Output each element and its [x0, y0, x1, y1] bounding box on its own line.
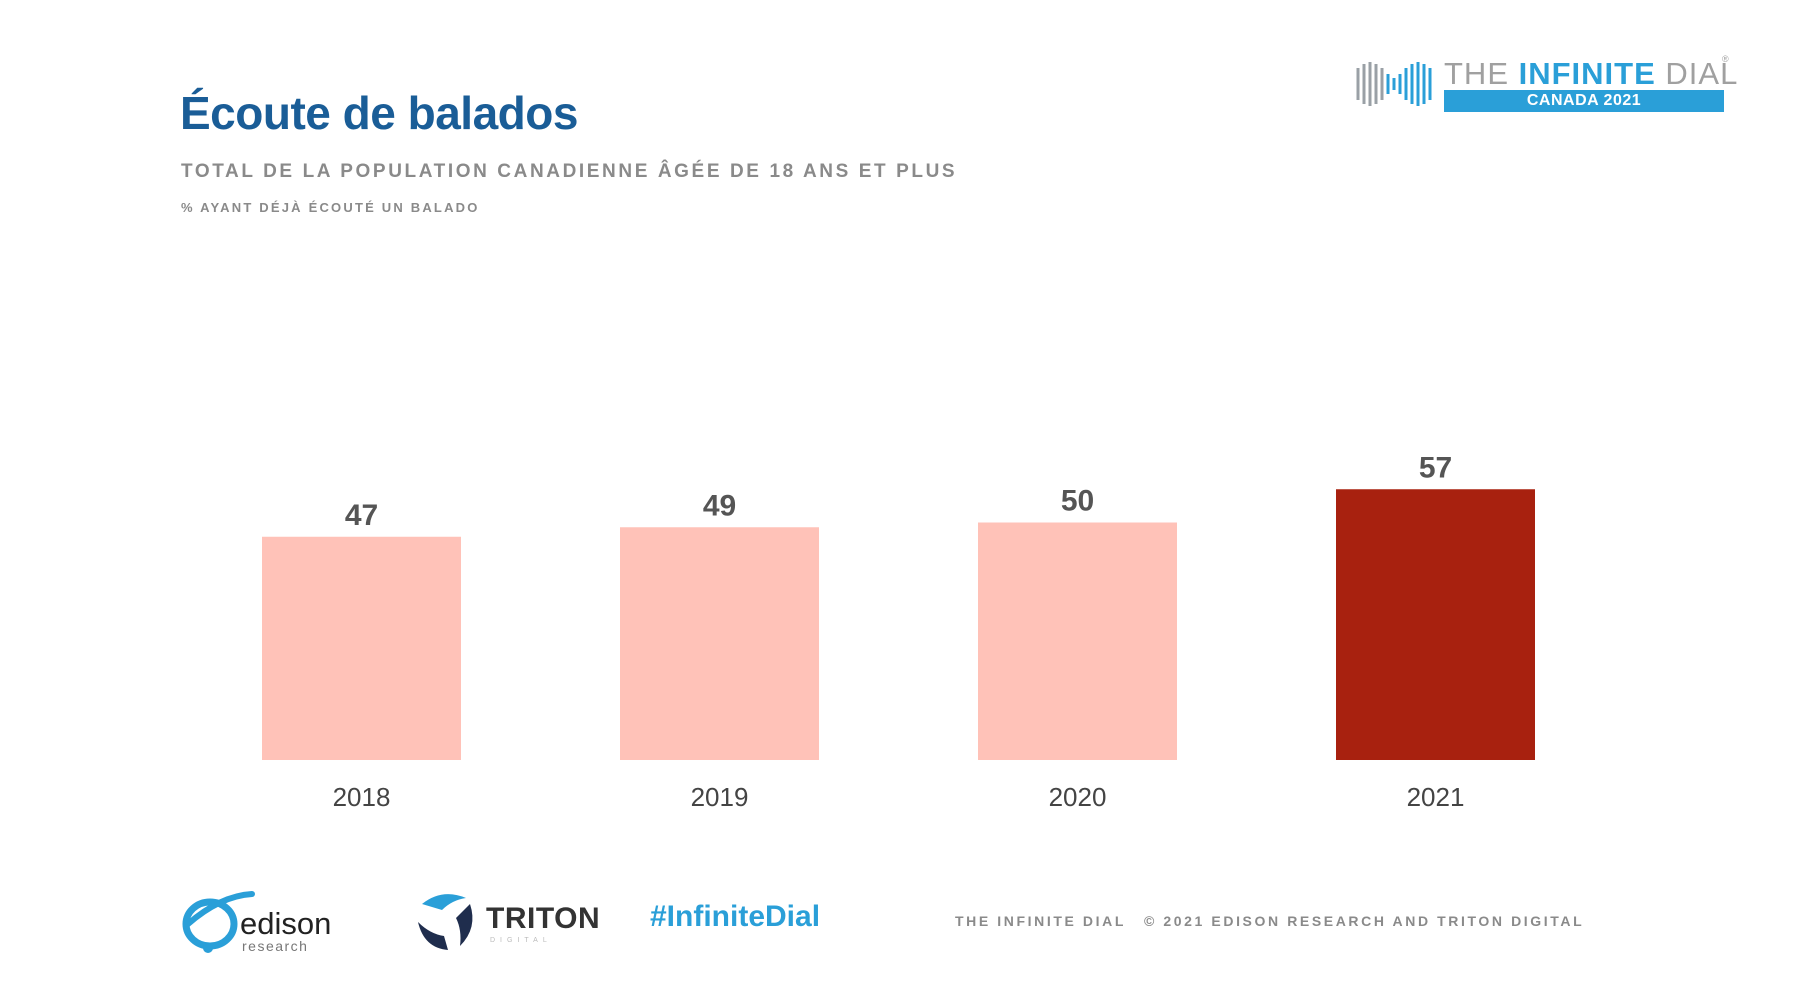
footer-credits: THE INFINITE DIAL © 2021 EDISON RESEARCH … [955, 913, 1584, 929]
bar-chart: 47 2018 49 2019 50 2020 57 2021 [262, 451, 1535, 812]
triton-emblem-icon [418, 894, 473, 950]
triton-wordmark: TRITON [486, 902, 601, 935]
bar-2021 [1336, 489, 1535, 760]
infinity-icon [1356, 62, 1432, 106]
bar-2018 [262, 536, 461, 760]
bar-2020 [978, 522, 1177, 760]
x-tick-label-2018: 2018 [333, 782, 391, 812]
triton-digital-logo: TRITON DIGITAL [412, 886, 600, 956]
page-title: Écoute de balados [180, 87, 578, 139]
data-label-2021: 57 [1419, 451, 1452, 484]
footer-brand: THE INFINITE DIAL [955, 913, 1126, 929]
edition-band: CANADA 2021 [1444, 90, 1724, 112]
infinite-dial-wordmark: THE INFINITE DIAL [1444, 56, 1739, 91]
data-label-2020: 50 [1061, 485, 1094, 518]
chart-subtitle: TOTAL DE LA POPULATION CANADIENNE ÂGÉE D… [181, 161, 958, 182]
edison-research-logo: edison research [180, 886, 340, 956]
data-label-2018: 47 [345, 499, 378, 532]
x-tick-label-2020: 2020 [1049, 782, 1107, 812]
data-label-2019: 49 [703, 489, 736, 522]
chart-note: % AYANT DÉJÀ ÉCOUTÉ UN BALADO [181, 200, 480, 215]
triton-subtext: DIGITAL [490, 937, 552, 944]
edison-wordmark: edison [240, 906, 332, 941]
bars-group: 47 2018 49 2019 50 2020 57 2021 [262, 451, 1535, 812]
x-tick-label-2019: 2019 [691, 782, 749, 812]
hashtag: #InfiniteDial [650, 900, 821, 933]
infinite-dial-logo: THE INFINITE DIAL ® CANADA 2021 [1350, 54, 1737, 114]
footer-copyright: © 2021 EDISON RESEARCH AND TRITON DIGITA… [1143, 913, 1585, 929]
edison-swirl-icon [182, 891, 255, 953]
edison-subtext: research [242, 938, 309, 954]
registered-mark: ® [1722, 54, 1729, 64]
x-tick-label-2021: 2021 [1407, 782, 1465, 812]
bar-2019 [620, 527, 819, 760]
